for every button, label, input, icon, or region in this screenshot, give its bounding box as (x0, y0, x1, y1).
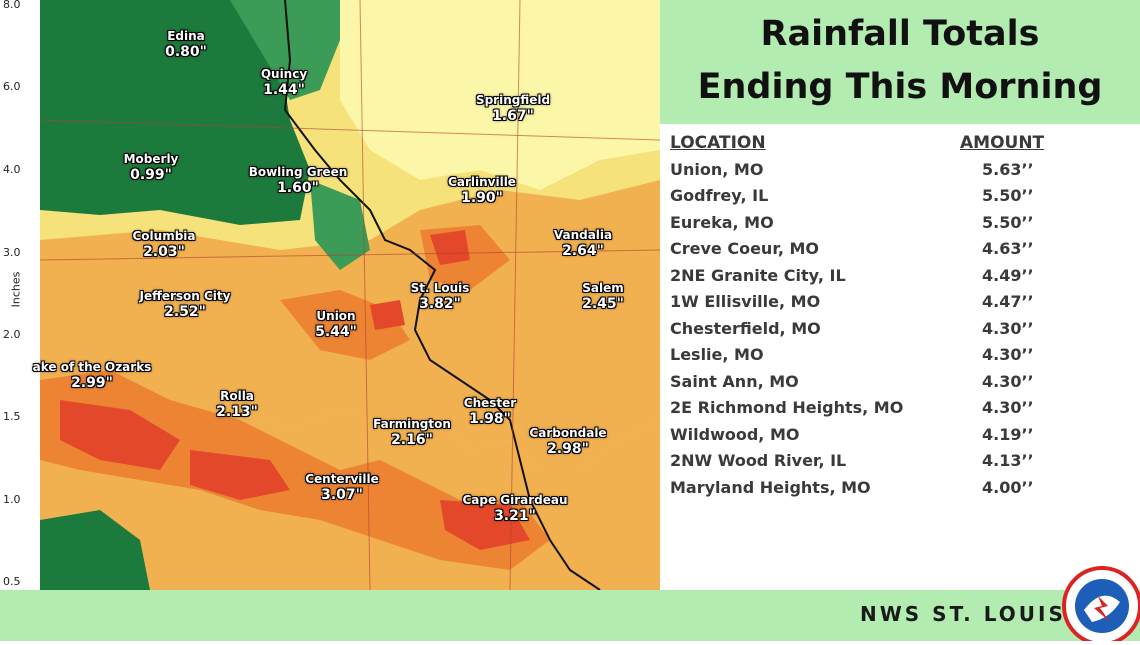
very-heavy-rain-stlouis (430, 230, 470, 265)
title-line-2: Ending This Morning (697, 67, 1103, 107)
location-header: LOCATION (670, 133, 766, 153)
table-row: Godfrey, IL 5.50’’ (670, 186, 1034, 205)
low-rain-area (40, 0, 310, 225)
legend-tick: 8.0 (3, 0, 21, 11)
table-row: Leslie, MO 4.30’’ (670, 345, 1034, 364)
table-row: Wildwood, MO 4.19’’ (670, 425, 1034, 444)
nws-logo-icon (1062, 566, 1140, 645)
very-heavy-rain-union (370, 300, 405, 330)
legend-tick: 1.5 (3, 410, 21, 423)
org-name: NWS ST. LOUIS (860, 602, 1066, 626)
low-rain-quincy (230, 0, 340, 100)
city-label: Carbondale 2.98" (529, 426, 607, 457)
light-rain-area (340, 0, 660, 190)
highway-line (359, 0, 371, 590)
city-label: Carlinville 1.90" (448, 175, 516, 206)
table-row: 2NE Granite City, IL 4.49’’ (670, 266, 1034, 285)
legend-tick: 4.0 (3, 163, 21, 176)
footer-bar: NWS ST. LOUIS (0, 590, 1140, 641)
legend-unit-label: Inches (9, 271, 23, 308)
table-row: Eureka, MO 5.50’’ (670, 213, 1034, 232)
city-label: Farmington 2.16" (373, 417, 451, 448)
city-label: Rolla 2.13" (216, 389, 258, 420)
title-line-1: Rainfall Totals (760, 14, 1040, 54)
low-rain-bowling-green (310, 180, 370, 270)
table-row: Maryland Heights, MO 4.00’’ (670, 478, 1034, 497)
table-row: Creve Coeur, MO 4.63’’ (670, 239, 1034, 258)
table-row: Saint Ann, MO 4.30’’ (670, 372, 1034, 391)
table-row: 2E Richmond Heights, MO 4.30’’ (670, 398, 1034, 417)
rainfall-map-canvas (40, 0, 660, 590)
city-label: Union 5.44" (315, 309, 357, 340)
legend-tick: 2.0 (3, 328, 21, 341)
rainfall-map: Edina 0.80" Quincy 1.44" Springfield 1.67" … (33, 0, 660, 590)
legend-tick: 6.0 (3, 80, 21, 93)
city-label: Chester 1.98" (463, 396, 517, 427)
very-heavy-rain-ozarks (60, 400, 180, 470)
highway-line (40, 119, 660, 141)
very-heavy-rain-rolla (190, 450, 290, 500)
heavy-rain-area (40, 370, 550, 570)
table-row: Union, MO 5.63’’ (670, 160, 1034, 179)
table-row: Chesterfield, MO 4.30’’ (670, 319, 1034, 338)
mississippi-river (283, 0, 601, 590)
city-label: Edina 0.80" (165, 29, 207, 60)
table-row: 1W Ellisville, MO 4.47’’ (670, 292, 1034, 311)
title-box: Rainfall Totals Ending This Morning (660, 0, 1140, 124)
city-label: Centerville 3.07" (305, 472, 379, 503)
city-label: ake of the Ozarks 2.99" (32, 360, 152, 391)
city-label: Columbia 2.03" (132, 229, 196, 260)
legend-tick: 0.5 (3, 575, 21, 588)
city-label: Vandalia 2.64" (553, 228, 613, 259)
city-label: Moberly 0.99" (123, 152, 179, 183)
table-row: 2NW Wood River, IL 4.13’’ (670, 451, 1034, 470)
panel-title: Rainfall Totals Ending This Morning (660, 8, 1140, 114)
legend-tick: 1.0 (3, 493, 21, 506)
low-rain-south-west (40, 510, 150, 590)
city-label: Salem 2.45" (582, 281, 624, 312)
rainfall-totals-panel: Rainfall Totals Ending This Morning LOCA… (660, 0, 1140, 590)
very-heavy-rain-cape (440, 500, 530, 550)
amount-header: AMOUNT (960, 133, 1045, 153)
city-label: Bowling Green 1.60" (248, 165, 348, 196)
city-label: St. Louis 3.82" (410, 281, 470, 312)
legend-tick: 3.0 (3, 246, 21, 259)
highway-line (40, 249, 660, 261)
city-label: Cape Girardeau 3.21" (462, 493, 568, 524)
city-label: Springfield 1.67" (475, 93, 551, 124)
highway-line (509, 0, 521, 590)
city-label: Jefferson City 2.52" (139, 289, 231, 320)
city-label: Quincy 1.44" (260, 67, 308, 98)
rainfall-legend: 8.0 6.0 4.0 3.0 2.0 1.5 1.0 0.5 Inches (0, 0, 40, 590)
